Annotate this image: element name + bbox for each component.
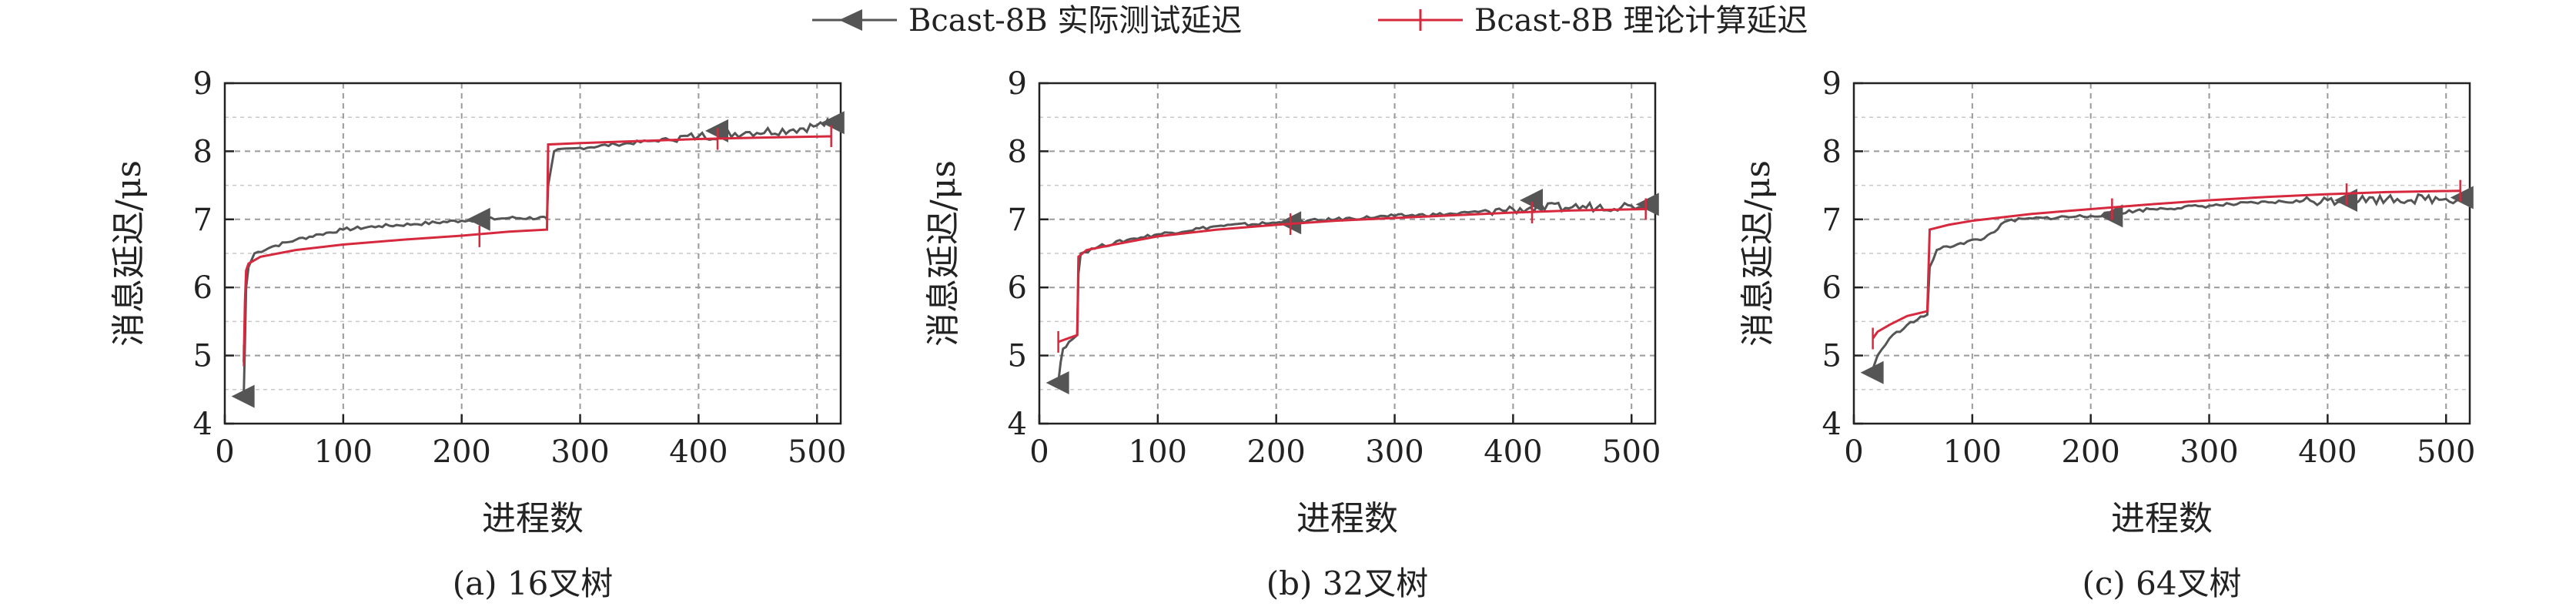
data-point-marker xyxy=(231,384,255,408)
grid xyxy=(225,83,841,424)
y-tick-label: 7 xyxy=(193,203,212,238)
minor-grid xyxy=(1854,116,2470,390)
y-axis-label: 消息延迟/μs xyxy=(109,160,149,347)
grid xyxy=(1854,83,2470,424)
x-tick-label: 400 xyxy=(2298,434,2357,470)
y-tick-label: 7 xyxy=(1008,203,1027,238)
data-point-marker xyxy=(2450,186,2474,209)
y-axis-label: 消息延迟/μs xyxy=(924,160,963,347)
x-tick-label: 200 xyxy=(2062,434,2120,470)
chart-panel-2: 4 5 6 7 8 9 0 100 200 300 400 500 进程数 消息延迟/μs (b) 32叉树 xyxy=(924,66,1661,602)
x-tick-label: 200 xyxy=(433,434,491,470)
y-tick-label: 8 xyxy=(1008,134,1027,169)
series-line xyxy=(1872,193,2461,370)
chart-caption: (b) 32叉树 xyxy=(1266,565,1428,602)
x-tick-label: 100 xyxy=(1129,434,1187,470)
legend-label-theory: Bcast-8B 理论计算延迟 xyxy=(1474,3,1808,39)
y-tick-label: 9 xyxy=(1822,66,1842,102)
data-point-marker xyxy=(821,111,845,135)
x-tick-label: 500 xyxy=(1602,434,1661,470)
x-axis-label: 进程数 xyxy=(1296,499,1398,538)
y-tick-label: 4 xyxy=(193,407,212,442)
legend-marker-measured xyxy=(839,9,862,31)
x-tick-label: 300 xyxy=(1365,434,1423,470)
y-tick-label: 5 xyxy=(1822,339,1842,374)
x-tick-label: 400 xyxy=(669,434,728,470)
chart-caption: (a) 16叉树 xyxy=(453,565,614,602)
y-tick-label: 6 xyxy=(1008,270,1027,306)
legend-entry-measured: Bcast-8B 实际测试延迟 xyxy=(812,3,1242,39)
series-line xyxy=(243,135,831,363)
data-point-marker xyxy=(1045,370,1069,394)
series-theory xyxy=(243,125,832,367)
chart-panel-1: 4 5 6 7 8 9 0 100 200 300 400 500 进程数 消息延迟/μs (a) 16叉树 xyxy=(109,66,846,602)
y-tick-label: 6 xyxy=(1822,270,1842,306)
y-tick-label: 4 xyxy=(1008,407,1027,442)
x-tick-label: 0 xyxy=(215,434,234,470)
series-measured xyxy=(1860,186,2474,384)
minor-grid xyxy=(1039,116,1655,390)
x-axis-label: 进程数 xyxy=(2111,499,2213,538)
series-theory xyxy=(1872,179,2461,350)
minor-grid xyxy=(225,116,841,390)
x-tick-label: 300 xyxy=(2180,434,2238,470)
x-tick-label: 500 xyxy=(788,434,846,470)
y-tick-label: 6 xyxy=(193,270,212,306)
x-tick-label: 100 xyxy=(314,434,373,470)
legend-label-measured: Bcast-8B 实际测试延迟 xyxy=(908,3,1242,39)
plot-frame xyxy=(1038,82,1657,425)
data-point-marker xyxy=(1520,189,1543,213)
y-tick-label: 8 xyxy=(1822,134,1842,169)
x-tick-label: 500 xyxy=(2417,434,2475,470)
x-tick-label: 0 xyxy=(1844,434,1863,470)
x-axis-label: 进程数 xyxy=(482,499,584,538)
series-measured xyxy=(231,111,845,408)
data-point-marker xyxy=(467,207,490,231)
chart-panel-3: 4 5 6 7 8 9 0 100 200 300 400 500 进程数 消息延迟/μs (c) 64叉树 xyxy=(1738,66,2475,602)
chart-caption: (c) 64叉树 xyxy=(2082,565,2241,602)
legend: Bcast-8B 实际测试延迟 Bcast-8B 理论计算延迟 xyxy=(812,3,1808,39)
x-tick-label: 100 xyxy=(1943,434,2002,470)
y-tick-label: 9 xyxy=(1008,66,1027,102)
x-tick-label: 300 xyxy=(550,434,609,470)
series-theory xyxy=(1057,198,1647,353)
plot-frame xyxy=(223,82,842,425)
series-line xyxy=(1058,208,1646,344)
y-tick-label: 5 xyxy=(1008,339,1027,374)
y-axis-label: 消息延迟/μs xyxy=(1738,160,1778,347)
grid xyxy=(1039,83,1655,424)
legend-entry-theory: Bcast-8B 理论计算延迟 xyxy=(1378,3,1808,39)
y-tick-label: 4 xyxy=(1822,407,1842,442)
series-line xyxy=(1872,189,2461,340)
x-tick-label: 200 xyxy=(1247,434,1306,470)
series-line xyxy=(243,117,832,397)
y-tick-label: 7 xyxy=(1822,203,1842,238)
y-tick-label: 5 xyxy=(193,339,212,374)
plot-frame xyxy=(1852,82,2471,425)
y-tick-label: 8 xyxy=(193,134,212,169)
data-point-marker xyxy=(1635,193,1659,216)
data-point-marker xyxy=(1860,360,1884,384)
y-tick-label: 9 xyxy=(193,66,212,102)
x-tick-label: 400 xyxy=(1484,434,1542,470)
x-tick-label: 0 xyxy=(1029,434,1049,470)
